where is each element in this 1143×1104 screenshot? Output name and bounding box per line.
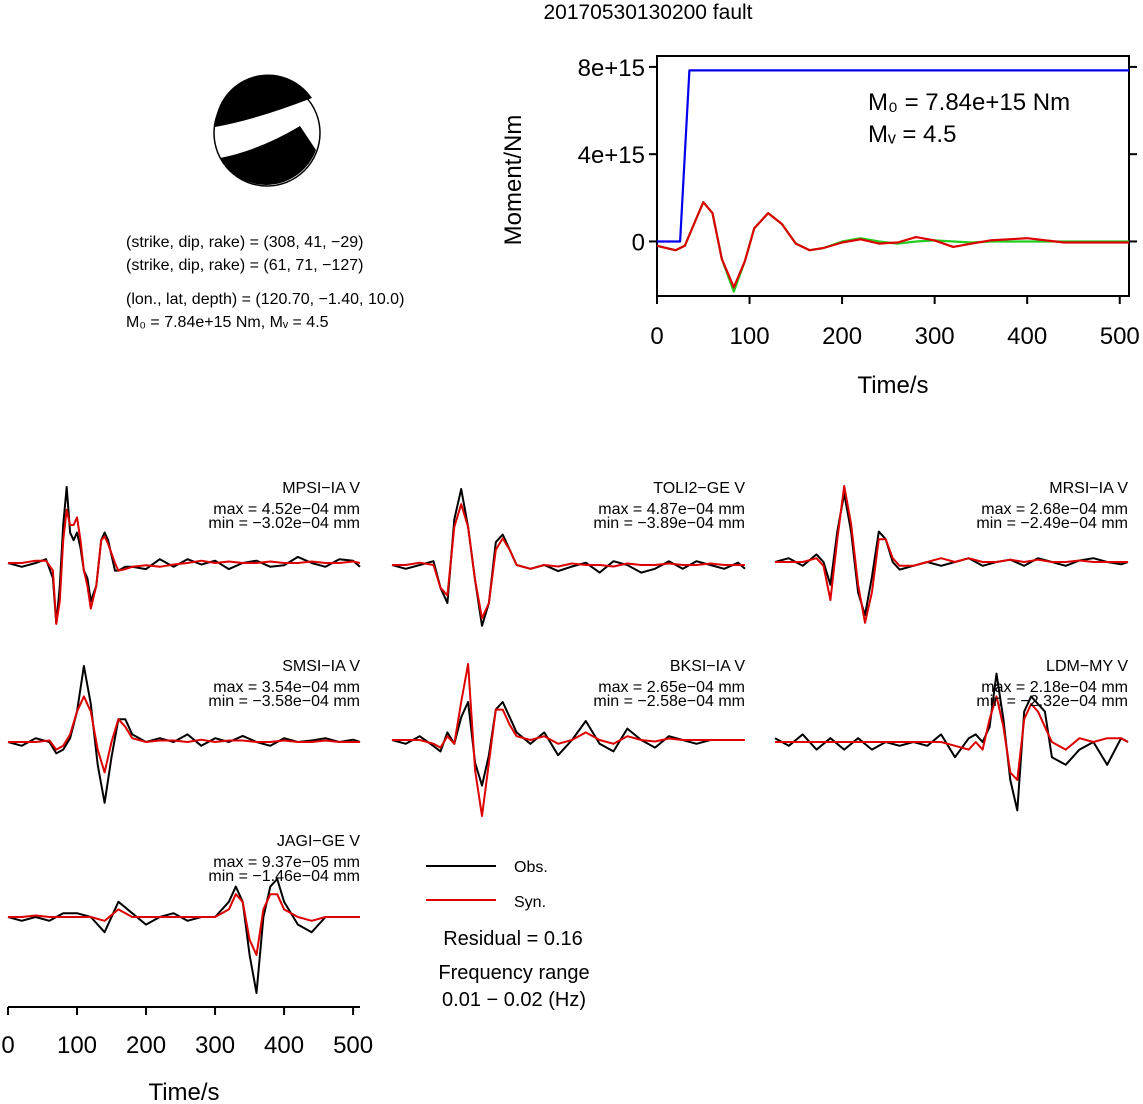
moment-chart-m0-annotation: M₀ = 7.84e+15 Nm (868, 89, 1070, 116)
legend-obs-label: Obs. (514, 859, 548, 876)
synthetic-waveform (392, 503, 745, 620)
waveform-xtick-label: 200 (126, 1032, 166, 1059)
moment-rate-green-line (656, 201, 1129, 293)
moment-ytick-label: 0 (632, 229, 645, 256)
moment-chart: 0 100 200 300 400 500 0 4e+15 8e+15 M₀ = 7.84e+1… (500, 55, 1140, 399)
moment-xtick-label: 0 (650, 323, 663, 350)
moment-chart-frame (656, 55, 1130, 297)
waveform-xtick-label: 100 (57, 1032, 97, 1059)
waveform-min-label: min = −2.58e−04 mm (593, 693, 745, 710)
station-label: LDM−MY V (1046, 658, 1128, 675)
station-label: MPSI−IA V (282, 480, 360, 497)
station-label: TOLI2−GE V (653, 480, 745, 497)
moment-chart-xlabel: Time/s (857, 372, 928, 399)
source-location: (lon., lat, depth) = (120.70, −1.40, 10.… (126, 291, 404, 308)
waveform-xtick-label: 500 (333, 1032, 373, 1059)
observed-waveform (774, 672, 1129, 812)
waveform-max-label: max = 9.37e−05 mm (213, 854, 360, 871)
synthetic-waveform (392, 663, 745, 817)
waveform-min-label: min = −3.89e−04 mm (593, 515, 745, 532)
moment-ytick-label: 4e+15 (578, 142, 645, 169)
focal-mechanism-beachball (213, 74, 321, 187)
waveform-max-label: max = 2.68e−04 mm (981, 501, 1128, 518)
legend: Obs. Syn. Residual = 0.16 Frequency rang… (426, 859, 590, 1011)
nodal-plane-2: (strike, dip, rake) = (61, 71, −127) (126, 257, 363, 274)
waveform-xtick-label: 300 (195, 1032, 235, 1059)
source-parameters: (strike, dip, rake) = (308, 41, −29) (st… (126, 234, 404, 331)
waveform-xlabel: Time/s (148, 1079, 219, 1104)
nodal-plane-1: (strike, dip, rake) = (308, 41, −29) (126, 234, 363, 251)
moment-series-line (657, 69, 1129, 243)
synthetic-waveform (8, 508, 361, 625)
moment-chart-mw-annotation: Mᵥ = 4.5 (868, 121, 956, 148)
synthetic-waveform (775, 485, 1128, 624)
waveform-min-label: min = −3.02e−04 mm (208, 515, 360, 532)
waveform-xtick-label: 0 (1, 1032, 14, 1059)
station-label: SMSI−IA V (282, 658, 360, 675)
figure-title: 20170530130200 fault (543, 1, 752, 24)
synthetic-waveform (8, 893, 360, 956)
source-magnitude: M₀ = 7.84e+15 Nm, Mᵥ = 4.5 (126, 314, 329, 331)
moment-xtick-label: 200 (822, 323, 862, 350)
waveform-time-axis: 0 100 200 300 400 500 Time/s (1, 1006, 373, 1104)
station-label: BKSI−IA V (670, 658, 745, 675)
waveform-min-label: min = −2.49e−04 mm (976, 515, 1128, 532)
waveform-min-label: min = −3.58e−04 mm (208, 693, 360, 710)
waveform-max-label: max = 4.87e−04 mm (598, 501, 745, 518)
moment-rate-red-line (656, 201, 1129, 289)
observed-waveform (391, 701, 745, 787)
residual-label: Residual = 0.16 (443, 928, 583, 950)
moment-xtick-label: 300 (915, 323, 955, 350)
moment-chart-ylabel: Moment/Nm (500, 115, 527, 246)
moment-ytick-label: 8e+15 (578, 55, 645, 82)
waveform-xtick-label: 400 (264, 1032, 304, 1059)
frequency-range-title: Frequency range (438, 962, 589, 984)
frequency-range-value: 0.01 − 0.02 (Hz) (442, 989, 586, 1011)
waveform-max-label: max = 2.18e−04 mm (981, 679, 1128, 696)
station-label: JAGI−GE V (277, 833, 360, 850)
station-label: MRSI−IA V (1049, 480, 1128, 497)
waveform-min-label: min = −1.46e−04 mm (208, 868, 360, 885)
moment-xtick-label: 100 (730, 323, 770, 350)
waveform-max-label: max = 3.54e−04 mm (213, 679, 360, 696)
observed-waveform (7, 878, 360, 994)
moment-xtick-label: 500 (1100, 323, 1140, 350)
synthetic-waveform (775, 695, 1129, 781)
moment-xtick-label: 400 (1007, 323, 1047, 350)
waveform-min-label: min = −2.32e−04 mm (976, 693, 1128, 710)
legend-syn-label: Syn. (514, 894, 546, 911)
synthetic-waveform (8, 695, 360, 774)
waveform-max-label: max = 2.65e−04 mm (598, 679, 745, 696)
waveform-max-label: max = 4.52e−04 mm (213, 501, 360, 518)
